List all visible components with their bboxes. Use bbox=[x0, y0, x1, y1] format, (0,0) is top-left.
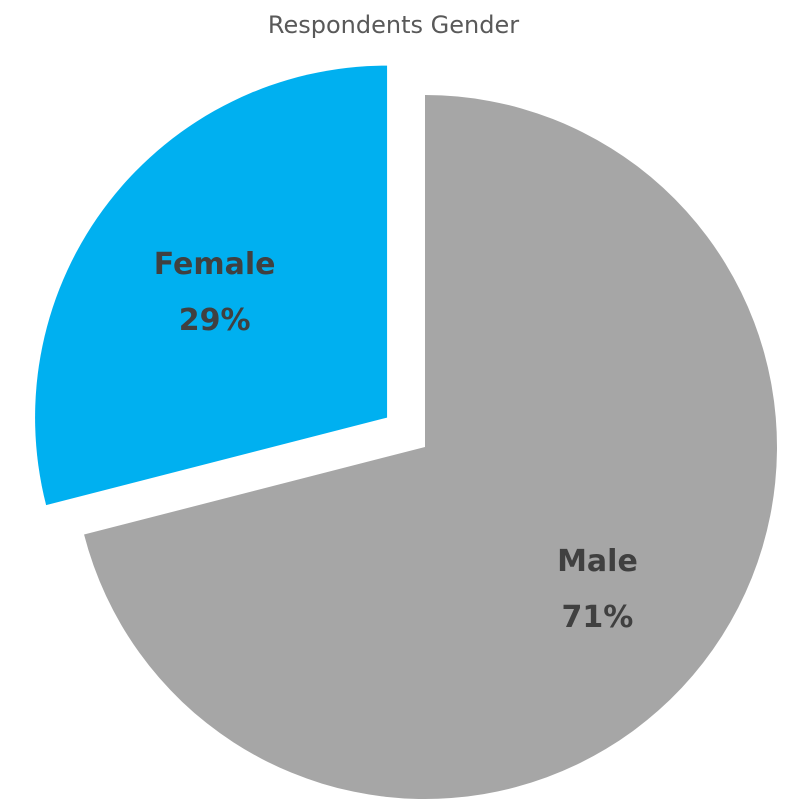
chart-title: Respondents Gender bbox=[267, 11, 520, 39]
slice-percent-female: 29% bbox=[179, 303, 251, 338]
slice-label-female: Female bbox=[154, 247, 276, 282]
pie-slice-male bbox=[84, 95, 778, 799]
slice-percent-male: 71% bbox=[562, 600, 634, 635]
pie-slice-female bbox=[35, 65, 388, 506]
slice-label-male: Male bbox=[557, 544, 638, 579]
